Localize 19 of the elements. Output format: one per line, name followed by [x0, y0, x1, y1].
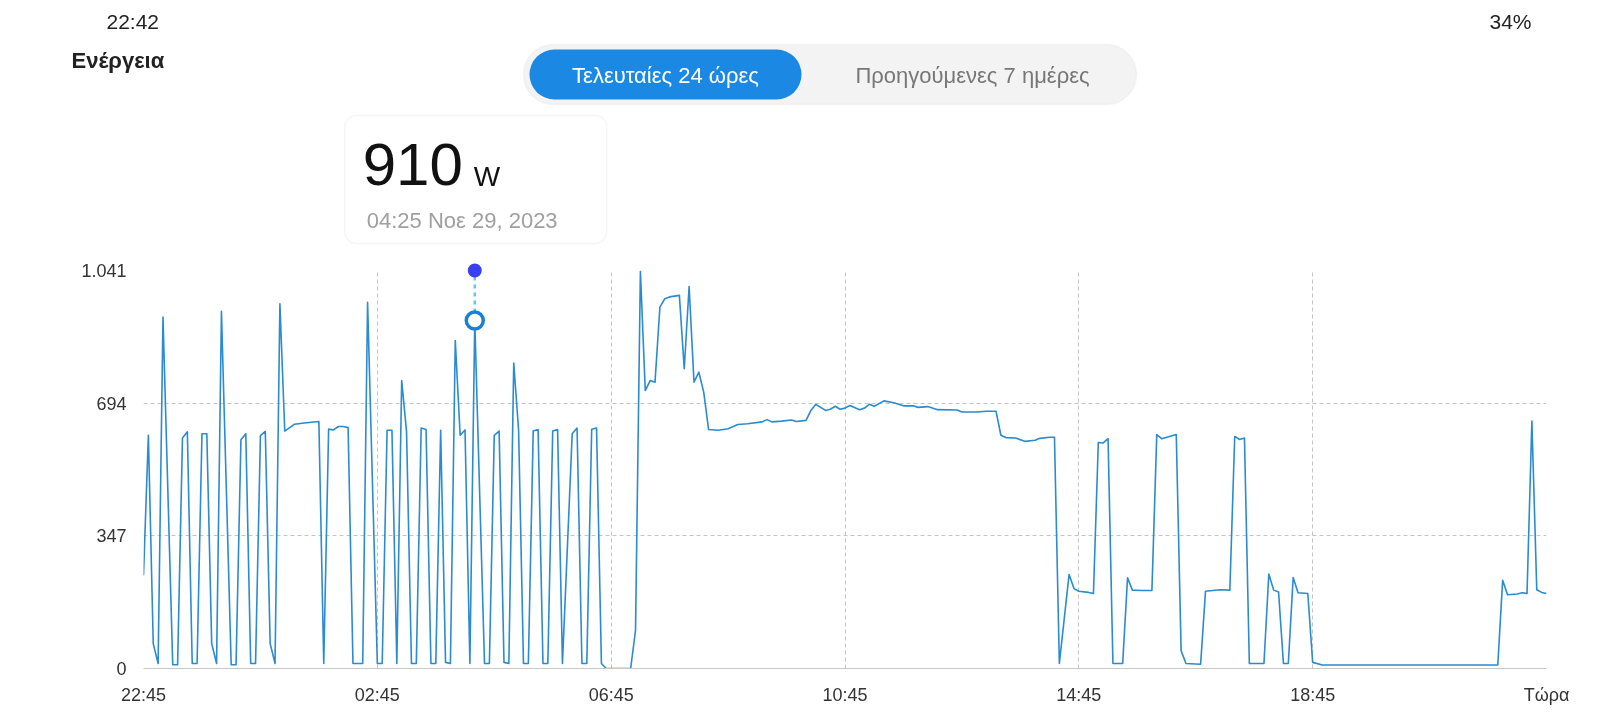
text: 22:42 — [106, 10, 160, 33]
x-tick-label: 06:45 — [588, 684, 634, 705]
x-tick-label: 22:45 — [120, 684, 167, 705]
line-series — [143, 270, 1547, 669]
text: Προηγούμενες 7 ημέρες — [855, 63, 1090, 88]
x-tick-label: 02:45 — [354, 684, 400, 705]
y-tick-label: 347 — [96, 526, 127, 547]
chart-title: Ενέργεια — [71, 48, 165, 73]
y-tick-label: 694 — [96, 393, 127, 414]
x-tick-label: 10:45 — [822, 684, 868, 705]
text: 34% — [1489, 10, 1532, 33]
y-tick-label: 0 — [116, 659, 127, 679]
x-tick-label: 14:45 — [1056, 684, 1102, 705]
x-tick-label: Τώρα — [1523, 684, 1570, 705]
annotation: 910 W — [362, 131, 501, 198]
text: 04:25 Νοε 29, 2023 — [366, 208, 558, 233]
x-tick-label: 18:45 — [1290, 684, 1336, 705]
text: Τελευταίες 24 ώρες — [572, 63, 759, 88]
y-tick-label: 1.041 — [81, 261, 127, 281]
